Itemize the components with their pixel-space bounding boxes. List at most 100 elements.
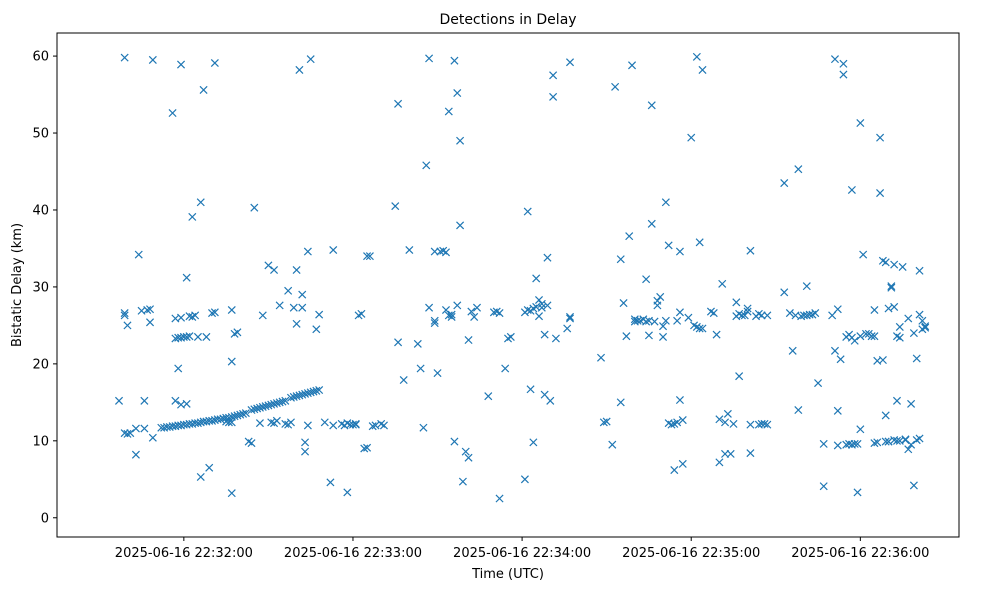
data-point-marker xyxy=(850,336,859,345)
data-point-marker xyxy=(425,303,434,312)
data-point-marker xyxy=(329,245,338,255)
data-point-marker xyxy=(698,324,707,333)
data-point-marker xyxy=(351,420,360,429)
data-point-marker xyxy=(472,303,482,312)
data-point-marker xyxy=(543,253,552,262)
data-point-marker xyxy=(422,161,431,170)
data-point-marker xyxy=(464,453,473,462)
data-point-marker xyxy=(670,466,679,475)
data-point-marker xyxy=(740,311,749,320)
data-point-marker xyxy=(760,419,769,428)
data-point-marker xyxy=(647,219,656,228)
data-point-marker xyxy=(850,439,859,448)
data-point-marker xyxy=(182,332,191,341)
data-point-marker xyxy=(915,266,924,275)
data-point-marker xyxy=(546,396,555,405)
data-point-marker xyxy=(526,385,535,394)
data-point-marker xyxy=(819,482,828,491)
data-point-marker xyxy=(199,85,208,94)
data-point-marker xyxy=(295,65,304,74)
data-point-marker xyxy=(746,449,755,458)
data-point-marker xyxy=(856,425,865,434)
data-point-marker xyxy=(599,418,608,427)
data-point-marker xyxy=(870,332,879,341)
data-point-marker xyxy=(856,332,865,341)
data-point-marker xyxy=(177,60,186,69)
data-point-marker xyxy=(549,92,558,101)
data-point-marker xyxy=(659,322,668,331)
data-point-marker xyxy=(303,421,312,430)
data-point-marker xyxy=(602,417,611,426)
data-point-marker xyxy=(148,55,157,64)
data-point-marker xyxy=(148,433,157,442)
data-point-marker xyxy=(453,88,462,98)
data-point-marker xyxy=(298,290,307,299)
data-point-marker xyxy=(532,274,541,283)
data-point-marker xyxy=(732,298,741,307)
y-tick-label: 50 xyxy=(32,127,49,142)
data-point-marker xyxy=(785,309,794,318)
y-tick-label: 30 xyxy=(32,280,49,295)
data-point-marker xyxy=(312,386,321,395)
data-point-marker xyxy=(272,416,281,425)
data-point-marker xyxy=(258,311,267,320)
data-point-marker xyxy=(289,303,298,312)
data-point-marker xyxy=(453,301,462,310)
chart-title: Detections in Delay xyxy=(439,12,576,28)
data-point-marker xyxy=(653,301,662,310)
data-point-marker xyxy=(284,286,293,295)
data-point-marker xyxy=(450,437,459,446)
data-point-marker xyxy=(425,54,434,63)
x-axis-label: Time (UTC) xyxy=(471,567,544,582)
data-point-marker xyxy=(616,398,625,407)
data-point-marker xyxy=(726,449,735,458)
data-point-marker xyxy=(565,314,575,323)
data-point-marker xyxy=(467,307,476,316)
data-point-marker xyxy=(196,472,205,482)
data-point-marker xyxy=(853,439,862,448)
data-point-marker xyxy=(278,397,287,406)
data-point-marker xyxy=(743,307,752,316)
data-point-marker xyxy=(678,459,687,468)
data-point-marker xyxy=(904,445,913,454)
data-point-marker xyxy=(746,246,755,255)
data-point-marker xyxy=(853,488,862,497)
data-point-marker xyxy=(743,304,752,313)
data-point-marker xyxy=(836,355,845,364)
data-point-marker xyxy=(177,313,186,322)
data-point-marker xyxy=(839,70,848,79)
data-point-marker xyxy=(909,329,918,338)
data-point-marker xyxy=(642,275,651,284)
x-tick-label: 2025-06-16 22:36:00 xyxy=(791,546,929,561)
data-point-marker xyxy=(394,99,403,108)
data-point-marker xyxy=(205,463,214,472)
data-point-marker xyxy=(120,309,129,318)
data-point-marker xyxy=(534,295,544,305)
data-point-marker xyxy=(918,316,927,325)
data-point-marker xyxy=(650,317,659,326)
data-point-marker xyxy=(365,252,374,261)
data-point-marker xyxy=(861,329,871,338)
x-axis-ticks: 2025-06-16 22:32:00 2025-06-16 22:33:00 20… xyxy=(115,537,929,561)
y-tick-label: 60 xyxy=(32,50,49,65)
data-point-marker xyxy=(833,305,842,314)
data-point-marker xyxy=(551,334,560,343)
data-point-marker xyxy=(735,372,744,381)
data-point-marker xyxy=(320,418,329,427)
data-point-marker xyxy=(715,458,724,467)
data-point-marker xyxy=(145,305,155,314)
data-point-marker xyxy=(833,441,842,450)
y-axis-ticks: 0 10 20 30 40 50 60 xyxy=(32,50,57,526)
data-point-marker xyxy=(394,338,403,347)
data-point-marker xyxy=(456,221,465,230)
data-point-marker xyxy=(723,409,732,418)
data-point-marker xyxy=(867,332,876,341)
data-point-marker xyxy=(174,364,183,373)
data-point-marker xyxy=(210,308,219,317)
data-point-marker xyxy=(523,207,532,216)
data-point-marker xyxy=(196,198,205,207)
data-point-marker xyxy=(303,247,312,256)
data-point-marker xyxy=(275,301,284,310)
data-point-marker xyxy=(368,422,377,431)
data-point-marker xyxy=(692,52,701,61)
